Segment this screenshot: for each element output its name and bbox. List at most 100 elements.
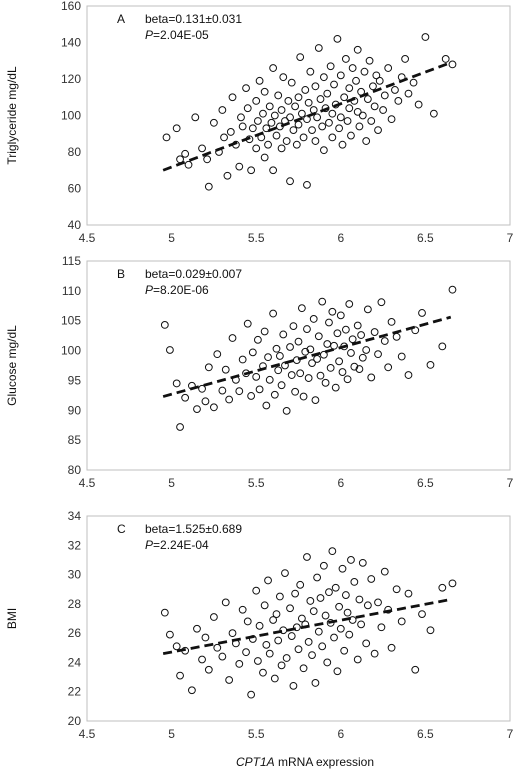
data-point [176,423,184,431]
beta-annotation-b: beta=0.029±0.007 [145,267,242,281]
data-point [336,113,345,122]
x-tick-label: 5.5 [248,231,265,245]
data-point [221,598,230,607]
data-point [243,319,252,328]
data-point [308,126,316,135]
data-point [259,668,267,677]
data-point [326,363,335,372]
data-point [301,347,310,356]
data-point [348,335,357,344]
data-point [299,392,308,401]
data-point [235,387,244,396]
data-point [343,117,352,125]
data-point [286,604,294,613]
data-point [264,576,272,585]
data-point [387,643,396,652]
data-point [363,601,372,610]
data-point [314,332,323,341]
data-point [380,567,389,576]
data-point [210,403,218,412]
data-point [318,122,327,131]
data-point [411,665,420,674]
data-point [198,655,206,664]
data-point [330,80,338,89]
data-point [345,300,354,308]
data-point [343,608,352,617]
data-point [392,585,401,594]
data-point [242,84,250,93]
data-point [325,318,333,327]
data-point [350,577,359,586]
data-point [265,375,274,384]
data-point [321,378,330,387]
data-point [166,346,174,354]
y-tick-label: 100 [61,344,81,358]
data-point [313,113,322,122]
y-tick-label: 120 [61,72,81,86]
data-point [367,117,376,125]
x-tick-label: 5.5 [248,476,265,490]
data-point [252,586,261,595]
data-point [448,285,457,294]
data-point [301,86,310,94]
data-point [160,320,169,329]
data-point [198,384,206,393]
y-axis-title-b: Glucose mg/dL [5,325,19,406]
data-point [218,106,227,114]
data-point [311,679,320,687]
data-point [210,118,218,127]
data-point [328,109,337,118]
data-point [297,304,306,313]
data-point [243,104,252,113]
data-point [321,611,330,620]
data-point [262,124,271,133]
y-tick-label: 95 [68,373,82,387]
data-point [316,95,325,103]
data-point [238,355,247,364]
data-point [345,84,354,93]
data-point [362,137,371,145]
data-point [331,583,340,592]
data-point [286,113,294,122]
data-point [319,350,328,359]
y-tick-label: 105 [61,314,81,328]
data-point [265,649,274,658]
data-point [311,82,320,91]
trend-line-b [162,315,452,398]
data-point [358,111,367,120]
data-point [379,106,388,114]
data-point [221,365,230,374]
data-point [247,392,256,400]
data-point [365,56,374,65]
data-point [304,374,313,382]
data-point [374,350,382,359]
x-axis-title: CPT1A mRNA expression [236,755,374,769]
data-point [325,588,333,597]
data-point [172,379,181,388]
y-tick-label: 80 [68,463,82,477]
data-point [326,618,335,627]
data-point [426,626,435,635]
data-point [172,124,181,133]
data-point [384,64,393,72]
data-point [421,33,430,41]
data-point [438,583,447,592]
data-point [318,297,327,306]
data-point [228,629,237,638]
data-point [265,102,274,111]
x-tick-label: 6.5 [417,476,434,490]
data-point [316,371,325,380]
data-point [193,405,201,413]
data-point [333,34,342,43]
data-point [336,624,345,633]
data-point [204,665,213,674]
data-point [252,372,261,381]
data-point [357,331,366,339]
data-point [418,610,426,619]
data-point [181,149,190,158]
data-point [304,638,313,646]
y-tick-label: 80 [68,145,82,159]
data-point [279,626,288,635]
panel-label-b: B [117,267,125,281]
